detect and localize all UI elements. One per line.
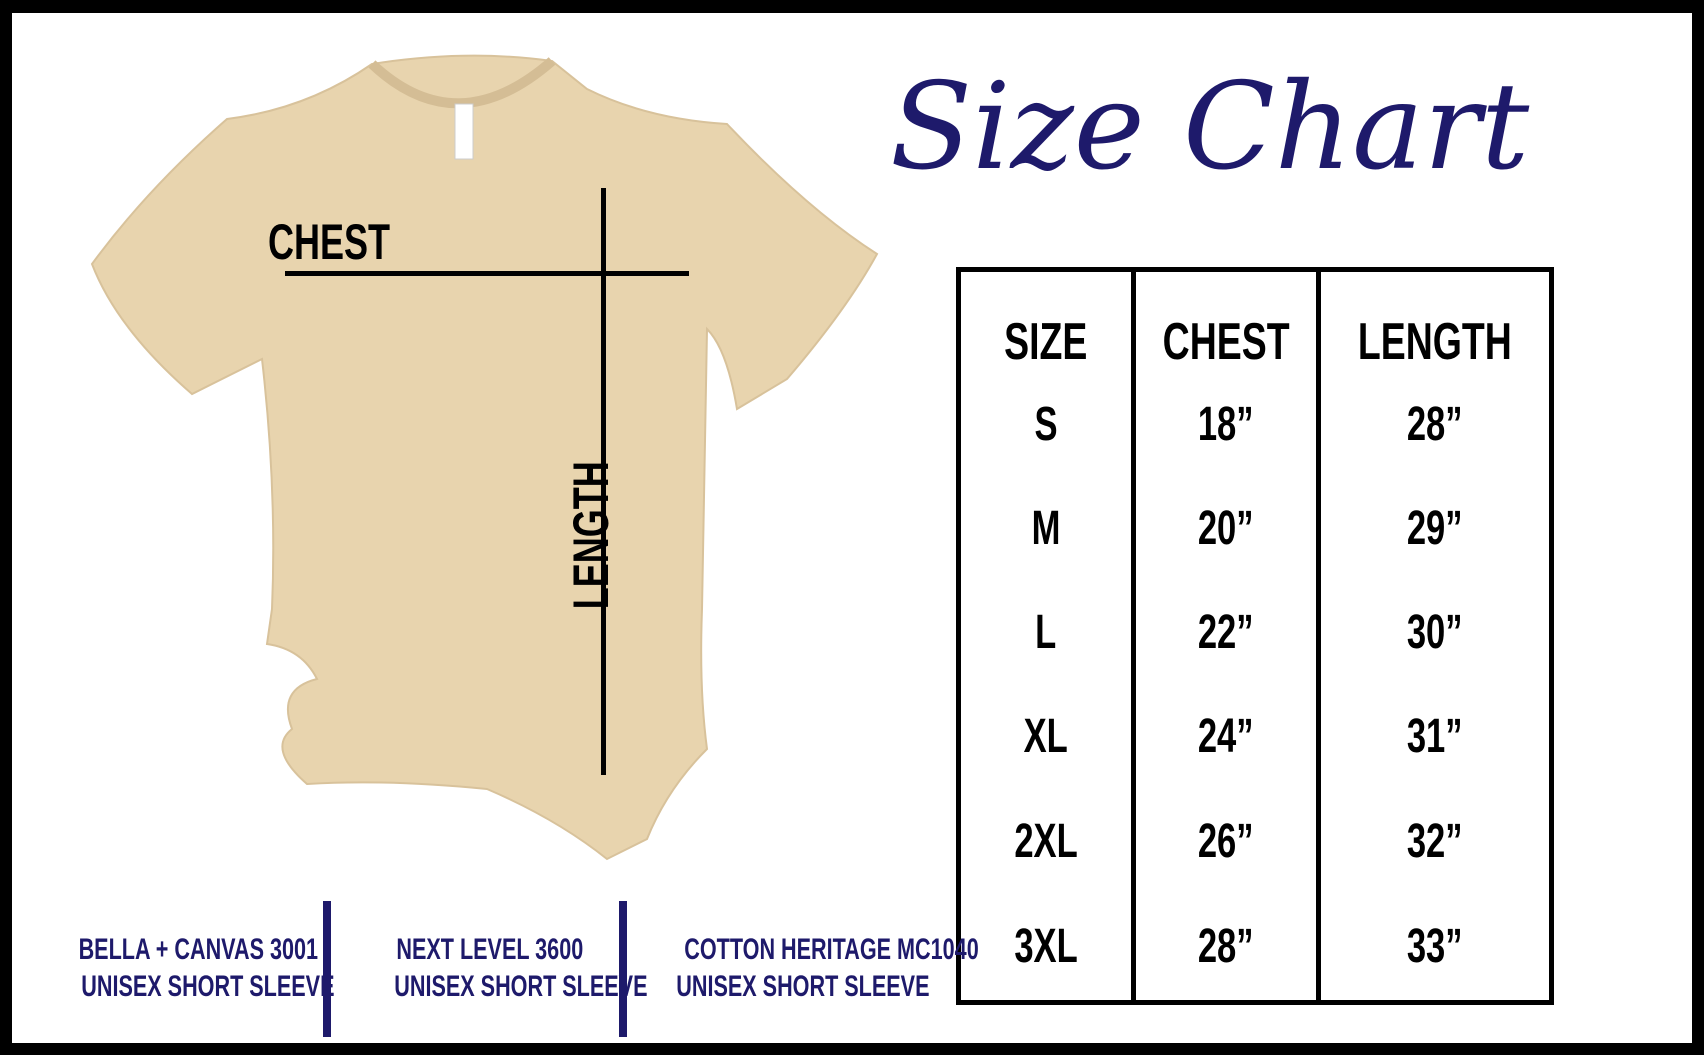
chest-cell: 24”: [1131, 684, 1321, 790]
page-title: Size Chart: [890, 68, 1690, 238]
brand-style: UNISEX SHORT SLEEVE: [81, 970, 335, 1003]
brand-cotton-heritage: COTTON HERITAGE MC1040 UNISEX SHORT SLEE…: [627, 931, 978, 1005]
table-row: S 18” 28”: [956, 372, 1554, 477]
length-cell: 28”: [1316, 372, 1554, 477]
header-length: LENGTH: [1316, 269, 1554, 372]
table-row: 2XL 26” 32”: [956, 789, 1554, 894]
length-cell: 33”: [1316, 893, 1554, 1003]
brand-bella-canvas: BELLA + CANVAS 3001 UNISEX SHORT SLEEVE: [32, 931, 335, 1005]
chest-cell: 18”: [1131, 372, 1321, 477]
size-cell: 2XL: [956, 789, 1136, 894]
brand-name: COTTON HERITAGE MC1040: [684, 933, 979, 966]
chest-cell: 20”: [1131, 476, 1321, 581]
chest-line: [285, 271, 689, 276]
divider: [619, 901, 627, 1037]
collar: [368, 57, 556, 109]
chest-label: CHEST: [268, 214, 391, 270]
chest-cell: 28”: [1131, 893, 1321, 1003]
table-row: 3XL 28” 33”: [956, 893, 1554, 1003]
header-chest: CHEST: [1131, 269, 1321, 372]
length-cell: 31”: [1316, 684, 1554, 790]
size-cell: XL: [956, 684, 1136, 790]
size-table: SIZE CHEST LENGTH S 18” 28” M 20” 29” L 22” 30” X…: [956, 267, 1554, 1005]
table-header-row: SIZE CHEST LENGTH: [956, 269, 1554, 372]
tshirt-illustration: [90, 54, 879, 861]
title-text: Size Chart: [890, 58, 1530, 197]
divider: [323, 901, 331, 1037]
chest-cell: 22”: [1131, 580, 1321, 685]
size-cell: S: [956, 372, 1136, 477]
length-line: [601, 188, 606, 775]
tag-icon: [454, 103, 474, 160]
size-cell: L: [956, 580, 1136, 685]
table-row: M 20” 29”: [956, 476, 1554, 581]
brand-style: UNISEX SHORT SLEEVE: [394, 970, 648, 1003]
table-row: XL 24” 31”: [956, 684, 1554, 790]
size-cell: M: [956, 476, 1136, 581]
length-label: LENGTH: [563, 461, 619, 610]
chest-cell: 26”: [1131, 789, 1321, 894]
size-chart-card: CHEST LENGTH Size Chart SIZE CHEST LENGT…: [12, 13, 1692, 1043]
length-cell: 30”: [1316, 580, 1554, 685]
size-cell: 3XL: [956, 893, 1136, 1003]
length-cell: 29”: [1316, 476, 1554, 581]
brand-next-level: NEXT LEVEL 3600 UNISEX SHORT SLEEVE: [345, 931, 647, 1005]
brand-name: BELLA + CANVAS 3001: [78, 933, 319, 966]
header-size: SIZE: [956, 269, 1136, 372]
table-row: L 22” 30”: [956, 580, 1554, 685]
brand-style: UNISEX SHORT SLEEVE: [676, 970, 930, 1003]
tshirt-body: [90, 54, 879, 861]
brand-name: NEXT LEVEL 3600: [396, 933, 584, 966]
length-cell: 32”: [1316, 789, 1554, 894]
